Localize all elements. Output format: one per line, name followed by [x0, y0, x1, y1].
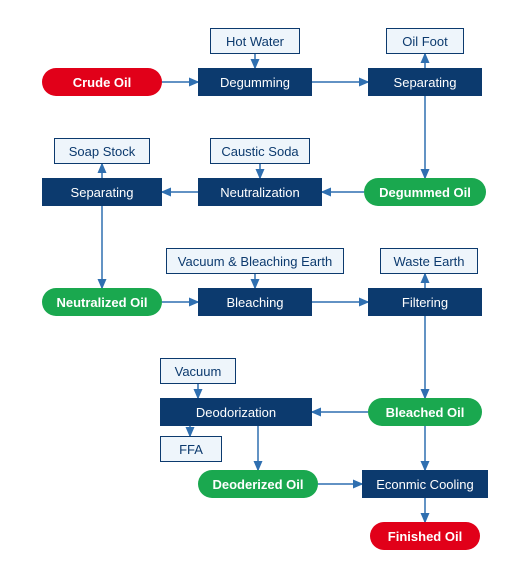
node-deoderized-oil: Deoderized Oil	[198, 470, 318, 498]
node-bleached-oil: Bleached Oil	[368, 398, 482, 426]
node-waste-earth: Waste Earth	[380, 248, 478, 274]
node-soap-stock: Soap Stock	[54, 138, 150, 164]
node-bleaching: Bleaching	[198, 288, 312, 316]
node-vac-bleach: Vacuum & Bleaching Earth	[166, 248, 344, 274]
node-crude-oil: Crude Oil	[42, 68, 162, 96]
node-degummed-oil: Degummed Oil	[364, 178, 486, 206]
node-separating2: Separating	[42, 178, 162, 206]
node-neutralization: Neutralization	[198, 178, 322, 206]
node-ffa: FFA	[160, 436, 222, 462]
node-degumming: Degumming	[198, 68, 312, 96]
node-econ-cooling: Econmic Cooling	[362, 470, 488, 498]
node-filtering: Filtering	[368, 288, 482, 316]
node-deodorization: Deodorization	[160, 398, 312, 426]
node-neutralized-oil: Neutralized Oil	[42, 288, 162, 316]
node-oil-foot: Oil Foot	[386, 28, 464, 54]
node-finished-oil: Finished Oil	[370, 522, 480, 550]
node-hot-water: Hot Water	[210, 28, 300, 54]
node-caustic-soda: Caustic Soda	[210, 138, 310, 164]
node-vacuum: Vacuum	[160, 358, 236, 384]
node-separating1: Separating	[368, 68, 482, 96]
